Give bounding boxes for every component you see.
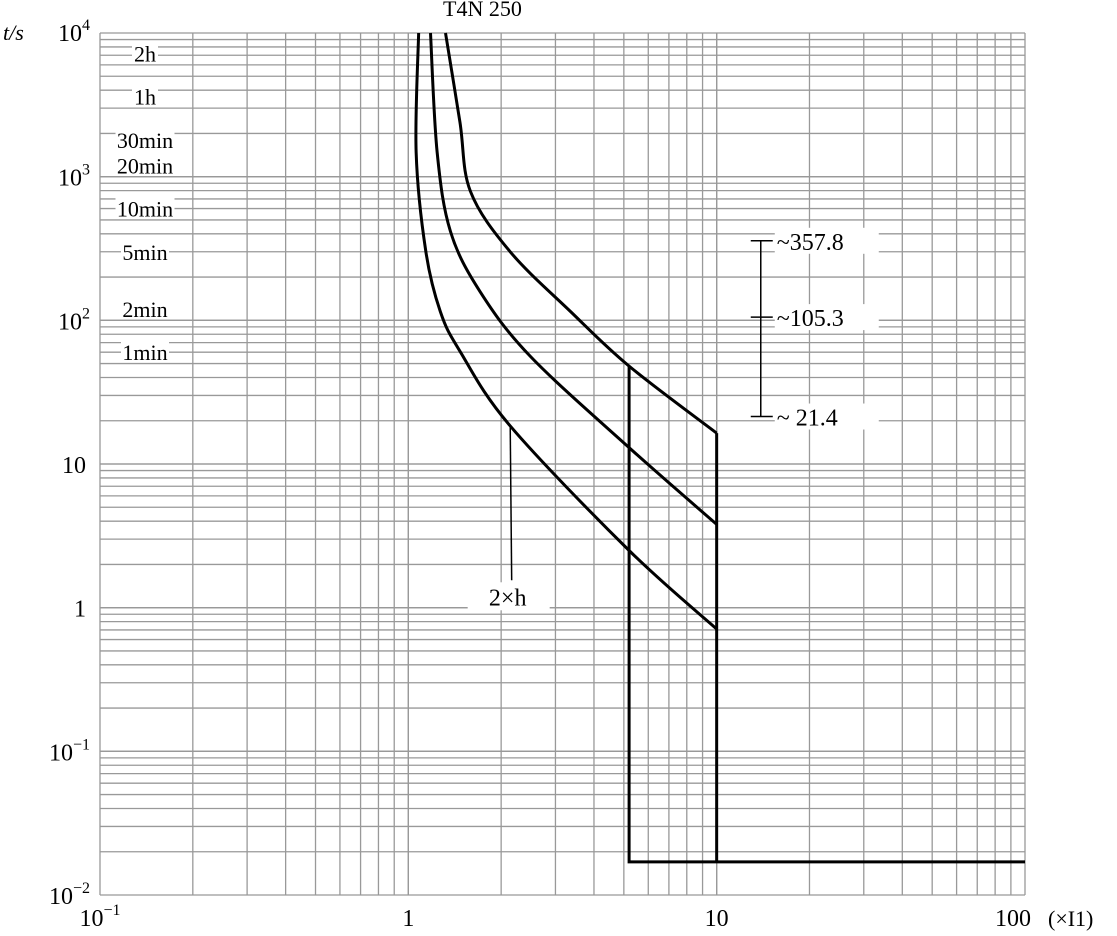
x-tick-label: 10−1 xyxy=(79,902,120,932)
range-label-bg xyxy=(774,304,879,331)
x-tick-label: 1 xyxy=(402,906,414,932)
y-axis-label: t/s xyxy=(3,20,24,45)
time-label: 30min xyxy=(117,128,173,153)
curves xyxy=(414,32,1025,864)
time-label-bg xyxy=(115,196,175,219)
y-tick-label: 1 xyxy=(74,597,86,623)
x-tick-label: 10 xyxy=(705,906,729,932)
time-label: 2h xyxy=(134,41,156,66)
time-label: 20min xyxy=(117,153,173,178)
time-label-bg xyxy=(121,296,169,319)
time-label: 1min xyxy=(122,340,167,365)
range-marker-label: ~105.3 xyxy=(777,306,844,332)
annotation-leader-line xyxy=(509,425,513,581)
time-label-bg xyxy=(132,41,158,64)
time-label: 1h xyxy=(134,85,156,110)
instantaneous-trip xyxy=(627,366,1025,864)
y-tick-label: 103 xyxy=(58,162,90,192)
annotations: ~357.8 ~105.3 ~ 21.4 2×h xyxy=(467,227,879,611)
time-label: 10min xyxy=(117,197,173,222)
grid xyxy=(99,32,1026,896)
y-tick-label: 10−1 xyxy=(49,736,90,766)
time-label-bg xyxy=(115,127,175,150)
annotation-bg xyxy=(467,582,550,611)
range-marker-label: ~357.8 xyxy=(777,230,844,256)
curve-low xyxy=(414,32,718,631)
x-tick-label: 100 xyxy=(995,906,1031,932)
time-label-bg xyxy=(115,153,175,176)
range-marker-label: ~ 21.4 xyxy=(777,406,838,432)
curve-mid xyxy=(428,32,718,526)
range-label-bg xyxy=(774,227,879,254)
curve-high xyxy=(444,32,718,435)
y-tick-label: 10 xyxy=(62,453,86,479)
time-label: 2min xyxy=(122,297,167,322)
range-label-bg xyxy=(774,403,879,430)
y-tick-label: 102 xyxy=(58,305,90,335)
time-label-bg xyxy=(132,84,158,107)
time-label-bg xyxy=(121,340,169,363)
y-tick-label: 104 xyxy=(58,17,90,47)
time-label: 5min xyxy=(122,240,167,265)
y-tick-label: 10−2 xyxy=(49,880,90,910)
annotation-label: 2×h xyxy=(489,585,527,611)
time-label-bg xyxy=(121,239,169,262)
x-axis-label: (×I1) xyxy=(1048,906,1093,931)
chart-title: T4N 250 xyxy=(443,0,522,21)
